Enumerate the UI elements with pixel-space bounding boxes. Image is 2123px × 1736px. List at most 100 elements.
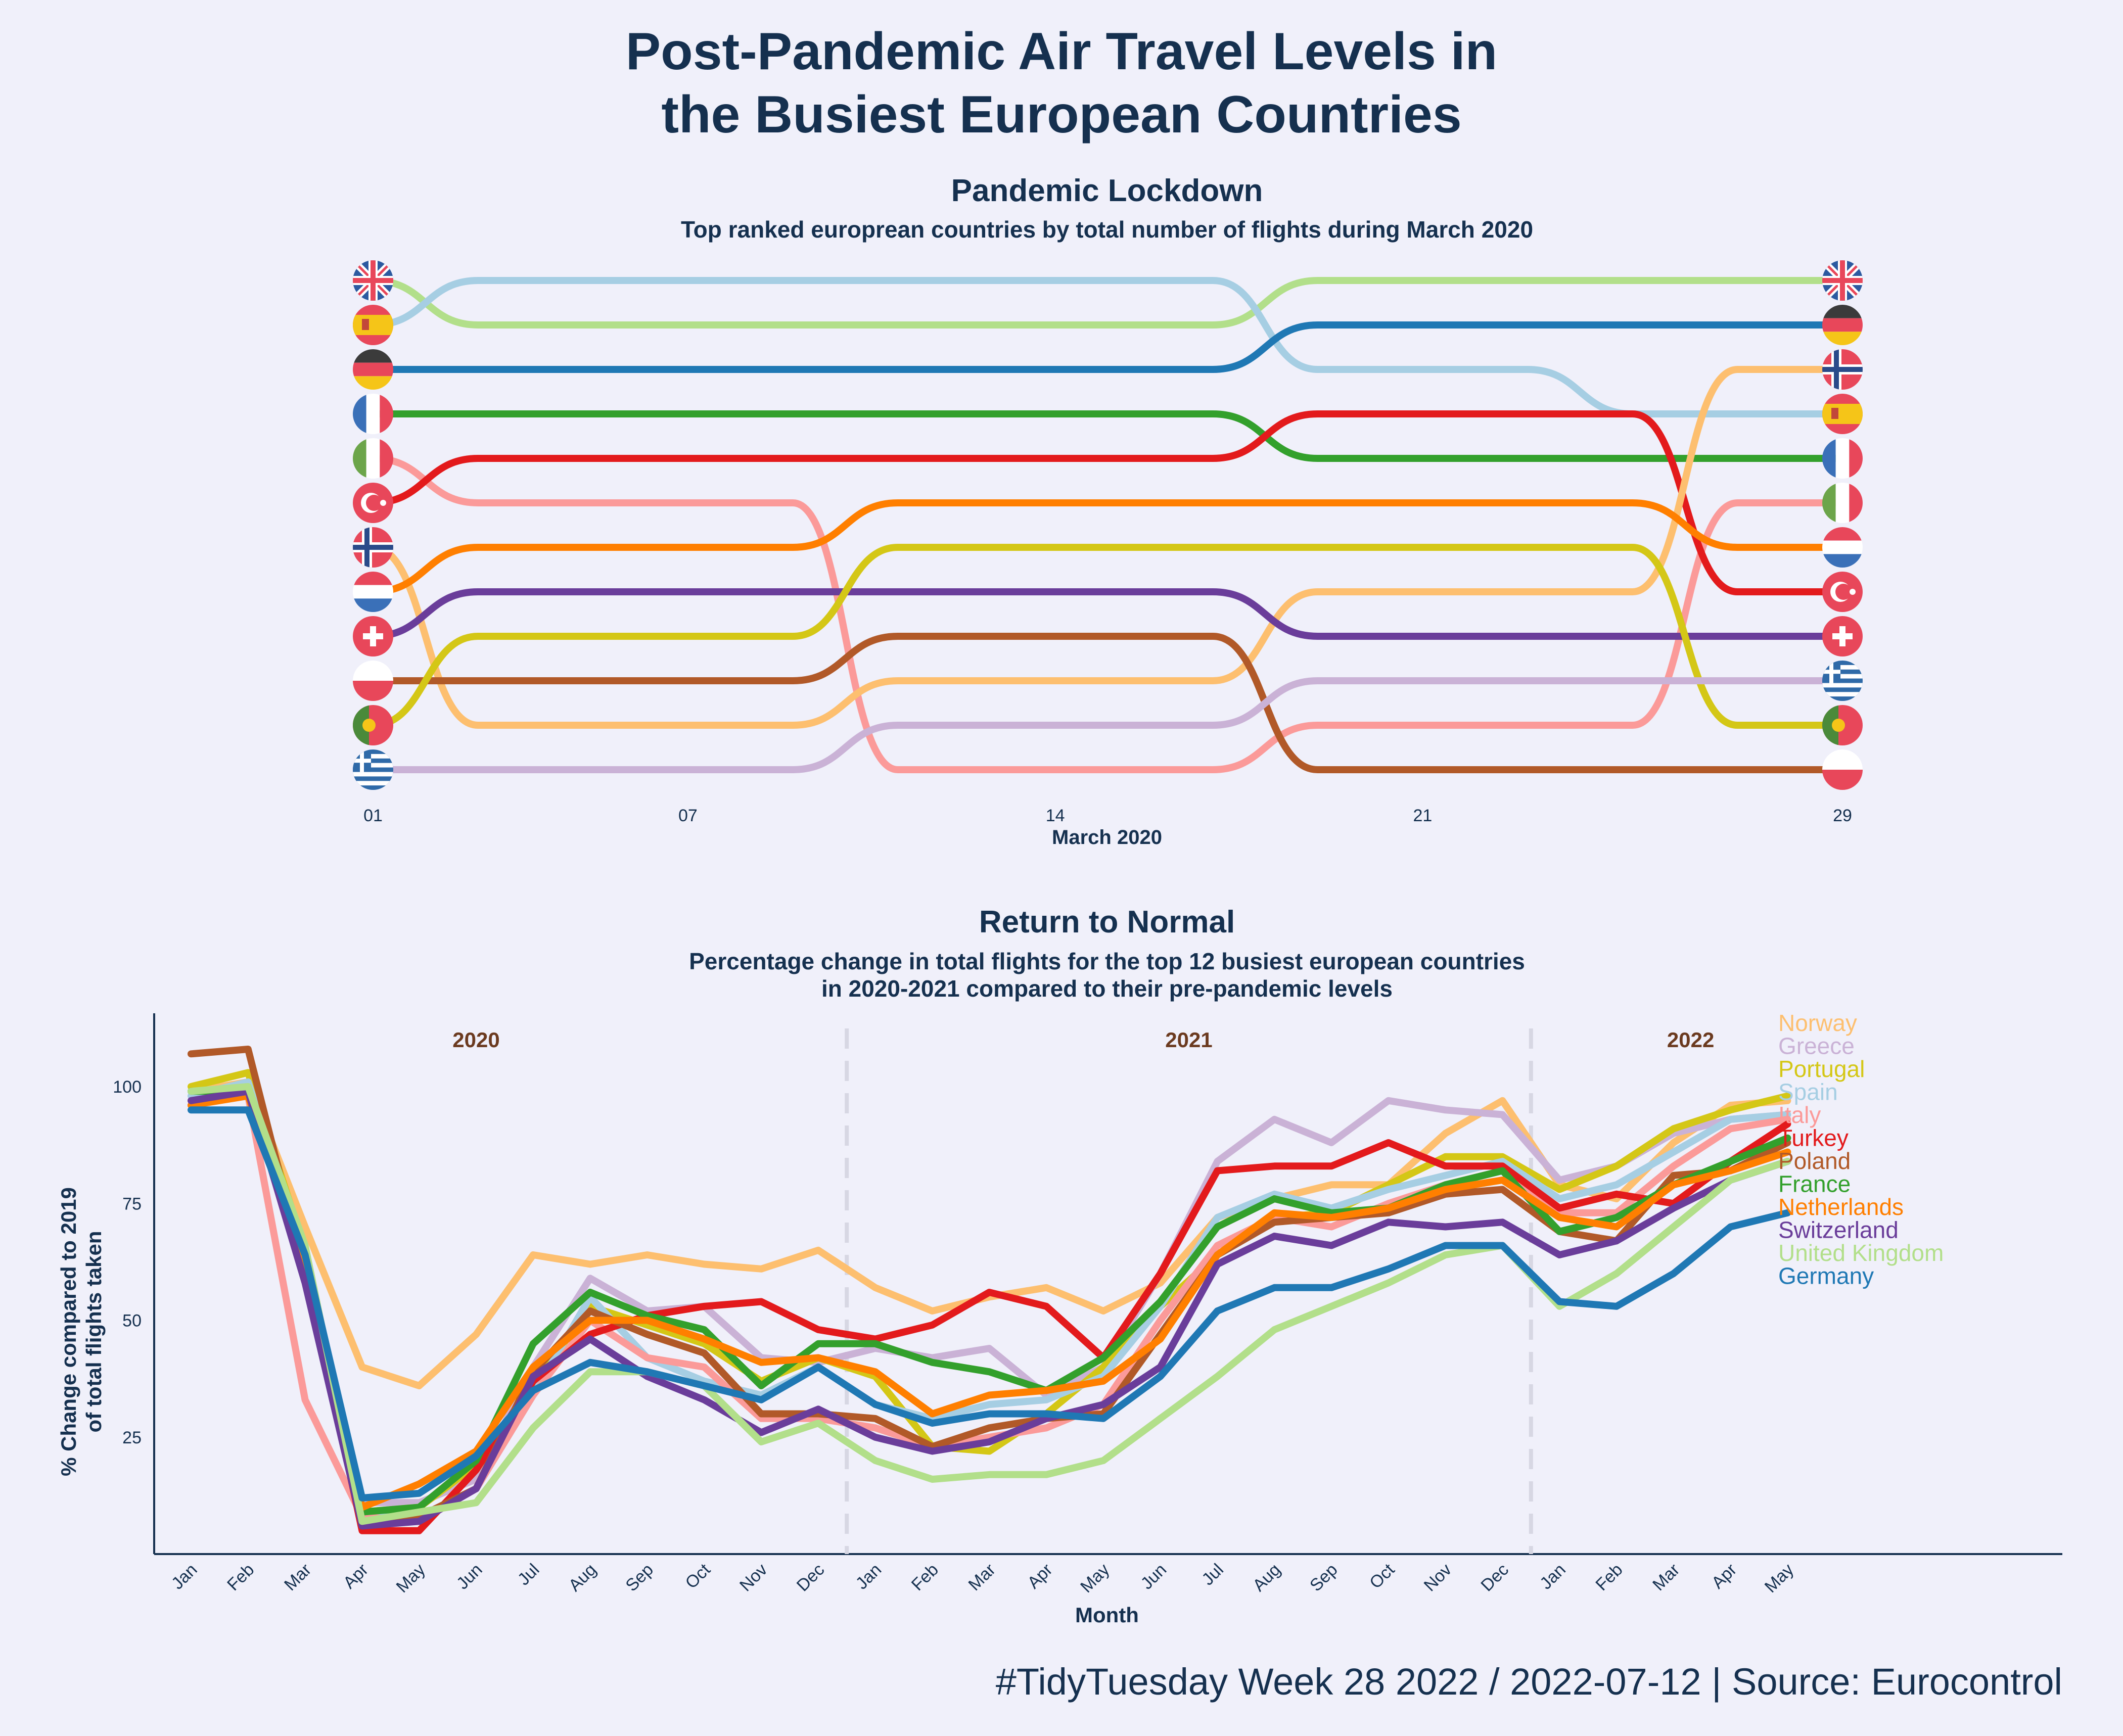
x-tick-label: Jun bbox=[1137, 1560, 1171, 1593]
x-tick-label: Nov bbox=[1420, 1560, 1456, 1596]
portugal-flag-icon bbox=[353, 705, 393, 745]
x-tick-label: Aug bbox=[1249, 1560, 1284, 1596]
bump-line-turkey bbox=[370, 410, 1846, 596]
legend-label: Turkey bbox=[1778, 1125, 1849, 1151]
x-tick-label: Apr bbox=[340, 1560, 372, 1592]
year-label: 2021 bbox=[1165, 1028, 1212, 1052]
legend-label: Norway bbox=[1778, 1010, 1857, 1036]
x-tick-label: May bbox=[1761, 1560, 1797, 1597]
x-tick-label: Mar bbox=[281, 1560, 315, 1594]
italy-flag-icon bbox=[353, 438, 393, 479]
bump-x-tick-label: 29 bbox=[1833, 806, 1852, 825]
france-flag-icon bbox=[353, 394, 393, 434]
bump-x-tick-label: 14 bbox=[1046, 806, 1065, 825]
series-line-germany bbox=[188, 1106, 1791, 1502]
x-tick-label: Feb bbox=[1592, 1560, 1626, 1594]
legend-label: Portugal bbox=[1778, 1056, 1865, 1082]
bump-line-france bbox=[370, 410, 1846, 462]
germany-flag-icon bbox=[353, 349, 393, 390]
norway-flag-icon bbox=[1822, 349, 1863, 390]
x-tick-label: May bbox=[1077, 1560, 1113, 1597]
uk-flag-icon bbox=[1822, 260, 1863, 301]
bump-line-norway bbox=[370, 366, 1846, 729]
bump-x-tick-label: 01 bbox=[363, 806, 383, 825]
bump-line-italy bbox=[370, 455, 1846, 774]
x-tick-label: Mar bbox=[1649, 1560, 1683, 1594]
poland-flag-icon bbox=[353, 661, 393, 701]
portugal-flag-icon bbox=[1822, 705, 1863, 745]
legend-label: Poland bbox=[1778, 1148, 1851, 1174]
legend-label: France bbox=[1778, 1171, 1851, 1197]
bump-lines bbox=[370, 277, 1846, 774]
x-tick-label: Jan bbox=[1536, 1560, 1570, 1593]
series-line-united-kingdom bbox=[188, 1083, 1791, 1525]
bump-line-united-kingdom bbox=[370, 277, 1846, 329]
germany-flag-icon bbox=[1822, 305, 1863, 345]
x-tick-label: May bbox=[393, 1560, 429, 1597]
switzerland-flag-icon bbox=[1822, 616, 1863, 656]
bump-line-netherlands bbox=[370, 499, 1846, 595]
bump-line-switzerland bbox=[370, 588, 1846, 640]
greece-flag-icon bbox=[1822, 661, 1863, 701]
legend-label: Netherlands bbox=[1778, 1194, 1904, 1220]
line-x-axis-label: Month bbox=[1075, 1603, 1139, 1627]
netherlands-flag-icon bbox=[353, 572, 393, 612]
x-tick-label: Mar bbox=[965, 1560, 999, 1594]
series-line-switzerland bbox=[188, 1088, 1791, 1530]
bump-x-tick-label: 21 bbox=[1413, 806, 1433, 825]
legend-label: United Kingdom bbox=[1778, 1240, 1944, 1266]
page-title: Post-Pandemic Air Travel Levels in the B… bbox=[0, 20, 2123, 147]
legend-label: Germany bbox=[1778, 1263, 1874, 1289]
bump-chart-subtitle: Top ranked europrean countries by total … bbox=[681, 216, 1533, 243]
x-tick-label: Oct bbox=[682, 1560, 715, 1592]
line-y-axis-label-line-1: % Change compared to 2019 bbox=[57, 1187, 80, 1476]
x-tick-label: Jan bbox=[168, 1560, 201, 1593]
legend-label: Switzerland bbox=[1778, 1217, 1899, 1243]
norway-flag-icon bbox=[353, 527, 393, 568]
x-tick-label: Jan bbox=[852, 1560, 886, 1593]
y-tick-label: 50 bbox=[122, 1311, 142, 1331]
page-title-line-1: Post-Pandemic Air Travel Levels in bbox=[625, 22, 1498, 81]
turkey-flag-icon bbox=[1822, 572, 1863, 612]
bump-line-poland bbox=[370, 633, 1846, 774]
line-chart-subtitle-line-1: Percentage change in total flights for t… bbox=[689, 948, 1525, 974]
bump-line-portugal bbox=[370, 543, 1846, 729]
x-tick-label: Jul bbox=[514, 1560, 543, 1589]
series-line-italy bbox=[188, 1092, 1791, 1525]
y-tick-label: 100 bbox=[113, 1077, 142, 1097]
x-tick-label: Apr bbox=[1708, 1560, 1740, 1592]
bump-x-axis-label: March 2020 bbox=[1052, 826, 1162, 849]
x-tick-label: Sep bbox=[622, 1560, 657, 1596]
france-flag-icon bbox=[1822, 438, 1863, 479]
legend-label: Italy bbox=[1778, 1102, 1821, 1128]
bump-chart: Pandemic Lockdown Top ranked europrean c… bbox=[353, 173, 1863, 849]
x-tick-label: Nov bbox=[736, 1560, 771, 1596]
series-line-turkey bbox=[188, 1088, 1791, 1534]
line-chart-subtitle-line-2: in 2020-2021 compared to their pre-pande… bbox=[821, 975, 1393, 1002]
x-tick-label: Dec bbox=[793, 1560, 828, 1596]
legend-label: Greece bbox=[1778, 1033, 1855, 1059]
switzerland-flag-icon bbox=[353, 616, 393, 656]
turkey-flag-icon bbox=[353, 483, 393, 523]
bump-x-tick-label: 07 bbox=[678, 806, 698, 825]
legend-label: Spain bbox=[1778, 1079, 1838, 1105]
x-tick-label: Apr bbox=[1024, 1560, 1056, 1592]
year-label: 2020 bbox=[452, 1028, 499, 1052]
spain-flag-icon bbox=[1822, 394, 1863, 434]
x-tick-label: Oct bbox=[1366, 1560, 1399, 1592]
x-tick-label: Jun bbox=[453, 1560, 486, 1593]
series-line-netherlands bbox=[188, 1092, 1791, 1511]
line-chart: Return to Normal Percentage change in to… bbox=[57, 905, 2062, 1627]
year-label: 2022 bbox=[1667, 1028, 1714, 1052]
caption: #TidyTuesday Week 28 2022 / 2022-07-12 |… bbox=[995, 1661, 2062, 1703]
bump-chart-title: Pandemic Lockdown bbox=[951, 173, 1263, 208]
x-tick-label: Dec bbox=[1477, 1560, 1512, 1596]
spain-flag-icon bbox=[353, 305, 393, 345]
x-tick-label: Feb bbox=[908, 1560, 942, 1594]
x-tick-label: Aug bbox=[565, 1560, 601, 1596]
series-line-norway bbox=[188, 1078, 1791, 1389]
page-title-line-2: the Busiest European Countries bbox=[661, 85, 1462, 144]
bump-line-spain bbox=[370, 277, 1846, 418]
y-tick-label: 25 bbox=[122, 1428, 142, 1447]
